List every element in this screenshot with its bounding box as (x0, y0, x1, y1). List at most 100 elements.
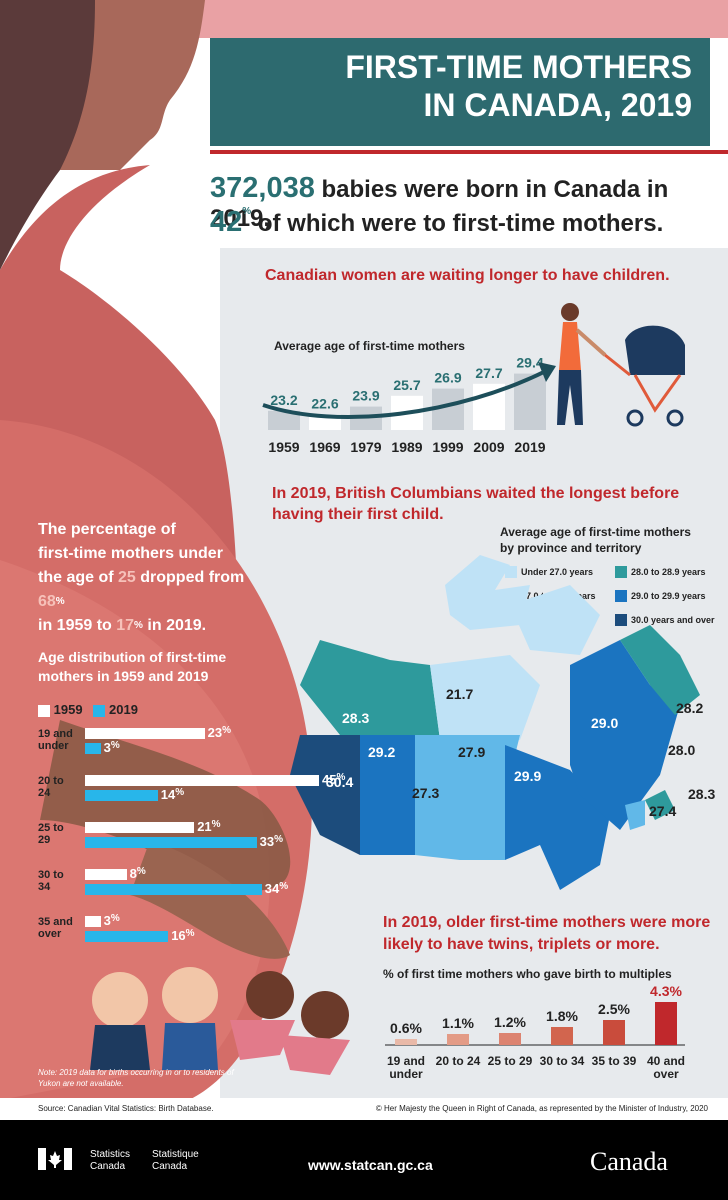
multiples-bar (499, 1033, 521, 1045)
multiples-value-label: 0.6% (390, 1020, 422, 1036)
age-dist-bar-1959 (85, 822, 195, 833)
map-region-value: 29.9 (514, 768, 542, 784)
age-dist-value: 16% (171, 928, 195, 943)
region-bc (290, 735, 360, 855)
age-dist-unit: % (336, 772, 346, 783)
age-dist-unit: % (110, 740, 120, 751)
age-dist-title-2: mothers in 1959 and 2019 (38, 668, 209, 684)
age-dist-title: Age distribution of first-time mothers i… (38, 648, 226, 686)
source-text: Source: Canadian Vital Statistics: Birth… (38, 1104, 214, 1113)
map-region-value: 27.4 (649, 803, 677, 819)
multiples-category-label: over (653, 1067, 679, 1081)
section4-text-1: , older first-time mothers were more (437, 914, 711, 931)
title-line-1: FIRST-TIME MOTHERS (345, 49, 692, 85)
legend-swatch (615, 566, 627, 578)
copyright-text: © Her Majesty the Queen in Right of Cana… (375, 1104, 708, 1113)
map-region-value: 21.7 (446, 686, 474, 702)
multiples-category-label: 30 to 34 (540, 1054, 585, 1068)
age-dist-bar-1959 (85, 916, 101, 927)
multiples-value-label: 1.1% (442, 1015, 474, 1031)
pct-sup: % (242, 206, 252, 217)
multiples-category-label: under (389, 1067, 423, 1081)
multiples-bar (551, 1027, 573, 1045)
age-dist-row-label: 35 and over (38, 916, 82, 940)
age-dist-unit: % (136, 866, 146, 877)
age-dist-value: 14% (160, 787, 185, 802)
age-dist-row-label: 19 and under (38, 728, 82, 752)
section4-heading: In 2019, older first-time mothers were m… (383, 912, 713, 956)
age-dist-bar-2019 (85, 884, 262, 895)
age-dist-title-1: Age distribution of first-time (38, 649, 227, 665)
map-region-value: 29.0 (591, 715, 619, 731)
row-label-line: 24 (38, 787, 51, 799)
canada-map (290, 555, 700, 890)
babies-illustration (90, 967, 350, 1075)
pct-text: of which were to first-time mothers. (257, 210, 664, 237)
title-underline (210, 150, 728, 154)
website-link[interactable]: www.statcan.gc.ca (308, 1157, 433, 1173)
age-dist-value: 33% (259, 834, 283, 849)
under25-line-1: The percentage of (38, 521, 176, 538)
map-region-value: 28.3 (342, 710, 370, 726)
region-yukon (300, 640, 440, 740)
under25-text: The percentage of first-time mothers und… (38, 518, 268, 638)
births-count: 372,038 (210, 172, 315, 204)
multiples-value-label: 1.8% (546, 1008, 578, 1024)
legend-label: 29.0 to 29.9 years (631, 591, 706, 601)
legend-1959: 1959 (53, 702, 83, 717)
age-dist-unit: % (222, 725, 231, 736)
age-dist-bar-1959 (85, 869, 127, 880)
map-region-value: 28.0 (668, 742, 696, 758)
multiples-category-label: 40 and (647, 1054, 685, 1068)
footer (0, 1120, 728, 1200)
section4-text-2: likely to have twins, triplets or more. (383, 936, 660, 953)
under25-text-4b: in 2019. (142, 617, 207, 634)
statcan-en-2: Canada (90, 1161, 126, 1172)
avg-age-year-label: 2019 (514, 439, 545, 455)
avg-age-year-label: 2009 (473, 439, 504, 455)
multiples-category-label: 20 to 24 (436, 1054, 481, 1068)
multiples-value-label: 2.5% (598, 1001, 630, 1017)
pct-2019: 17 (116, 617, 135, 634)
source-bar (0, 1098, 728, 1120)
age-dist-unit: % (110, 913, 120, 924)
under25-line-3: the age of 25 dropped from 68% (38, 566, 268, 614)
row-label-line: 29 (38, 834, 51, 846)
map-legend-item: 29.0 to 29.9 years (615, 590, 706, 602)
multiples-bar (447, 1034, 469, 1045)
pct-1959: 68 (38, 593, 56, 610)
canada-flag-icon (38, 1148, 72, 1170)
multiples-chart-title: % of first time mothers who gave birth t… (383, 967, 672, 981)
avg-age-value-label: 23.2 (270, 392, 297, 408)
legend-label: 28.0 to 28.9 years (631, 567, 706, 577)
avg-age-value-label: 26.9 (434, 370, 461, 386)
pct-sup-1959: % (55, 596, 65, 607)
row-label-line: 34 (38, 881, 51, 893)
under25-text-4a: in 1959 to (38, 617, 117, 634)
statcan-fr: Statistique Canada (152, 1149, 199, 1173)
row-label-line: 35 and (38, 916, 73, 928)
avg-age-value-label: 22.6 (311, 395, 338, 411)
map-region-value: 27.3 (412, 785, 440, 801)
legend-label: Under 27.0 years (521, 567, 594, 577)
age-dist-unit: % (211, 819, 221, 830)
avg-age-chart-title: Average age of first-time mothers (274, 339, 465, 353)
avg-age-value-label: 29.4 (516, 355, 543, 371)
age-dist-value: 3% (103, 913, 120, 928)
map-region-value: 30.4 (326, 774, 354, 790)
footnote: Note: 2019 data for births occurring in … (38, 1068, 234, 1088)
row-label-line: 30 to (38, 869, 64, 881)
under25-line-4: in 1959 to 17% in 2019. (38, 614, 268, 638)
avg-age-year-label: 1989 (391, 439, 422, 455)
map-legend-item: 30.0 years and over (615, 614, 715, 626)
row-label-line: 20 to (38, 775, 64, 787)
map-title-line-2: by province and territory (500, 541, 642, 555)
map-region-value: 28.3 (688, 786, 716, 802)
under25-line-2: first-time mothers under (38, 545, 223, 562)
map-title-line-1: Average age of first-time mothers (500, 525, 691, 539)
legend-swatch (615, 590, 627, 602)
section2-heading: In 2019, British Columbians waited the l… (272, 483, 712, 525)
avg-age-chart: 23.2 1959 22.6 1969 23.9 1979 25.7 1989 26.9 1999… (262, 355, 556, 455)
row-label-line: over (38, 928, 62, 940)
